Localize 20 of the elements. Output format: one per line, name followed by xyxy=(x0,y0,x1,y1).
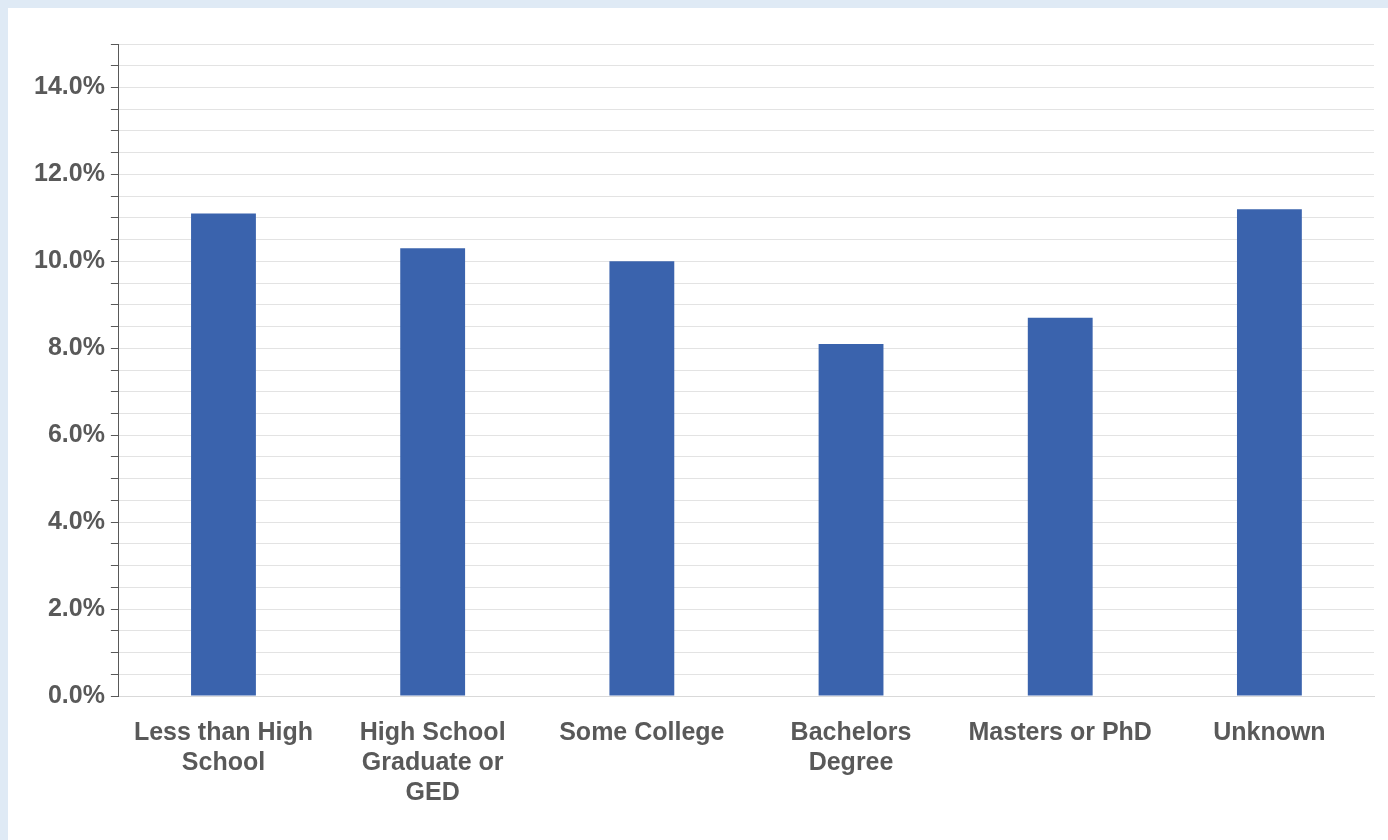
bar xyxy=(191,213,256,696)
y-tick-label: 2.0% xyxy=(47,592,105,621)
x-tick-label: Bachelors Degree xyxy=(790,716,912,775)
bar xyxy=(1236,209,1302,696)
x-tick-label: Some College xyxy=(559,716,725,745)
y-tick-label: 8.0% xyxy=(47,332,105,361)
y-tick-label: 6.0% xyxy=(47,419,105,448)
y-tick-label: 4.0% xyxy=(47,506,105,535)
y-tick-label: 0.0% xyxy=(47,679,105,708)
x-tick-label: Unknown xyxy=(1213,716,1326,745)
bar xyxy=(818,343,884,696)
bar xyxy=(400,248,466,696)
x-tick-label: Masters or PhD xyxy=(968,716,1152,745)
y-tick-label: 12.0% xyxy=(34,158,105,187)
x-tick-label: High School Graduate or GED xyxy=(359,716,506,805)
bar xyxy=(1027,317,1093,696)
y-tick-label: 14.0% xyxy=(34,71,105,100)
bar xyxy=(609,261,675,696)
x-tick-label: Less than High School xyxy=(133,716,314,775)
y-tick-label: 10.0% xyxy=(34,245,105,274)
